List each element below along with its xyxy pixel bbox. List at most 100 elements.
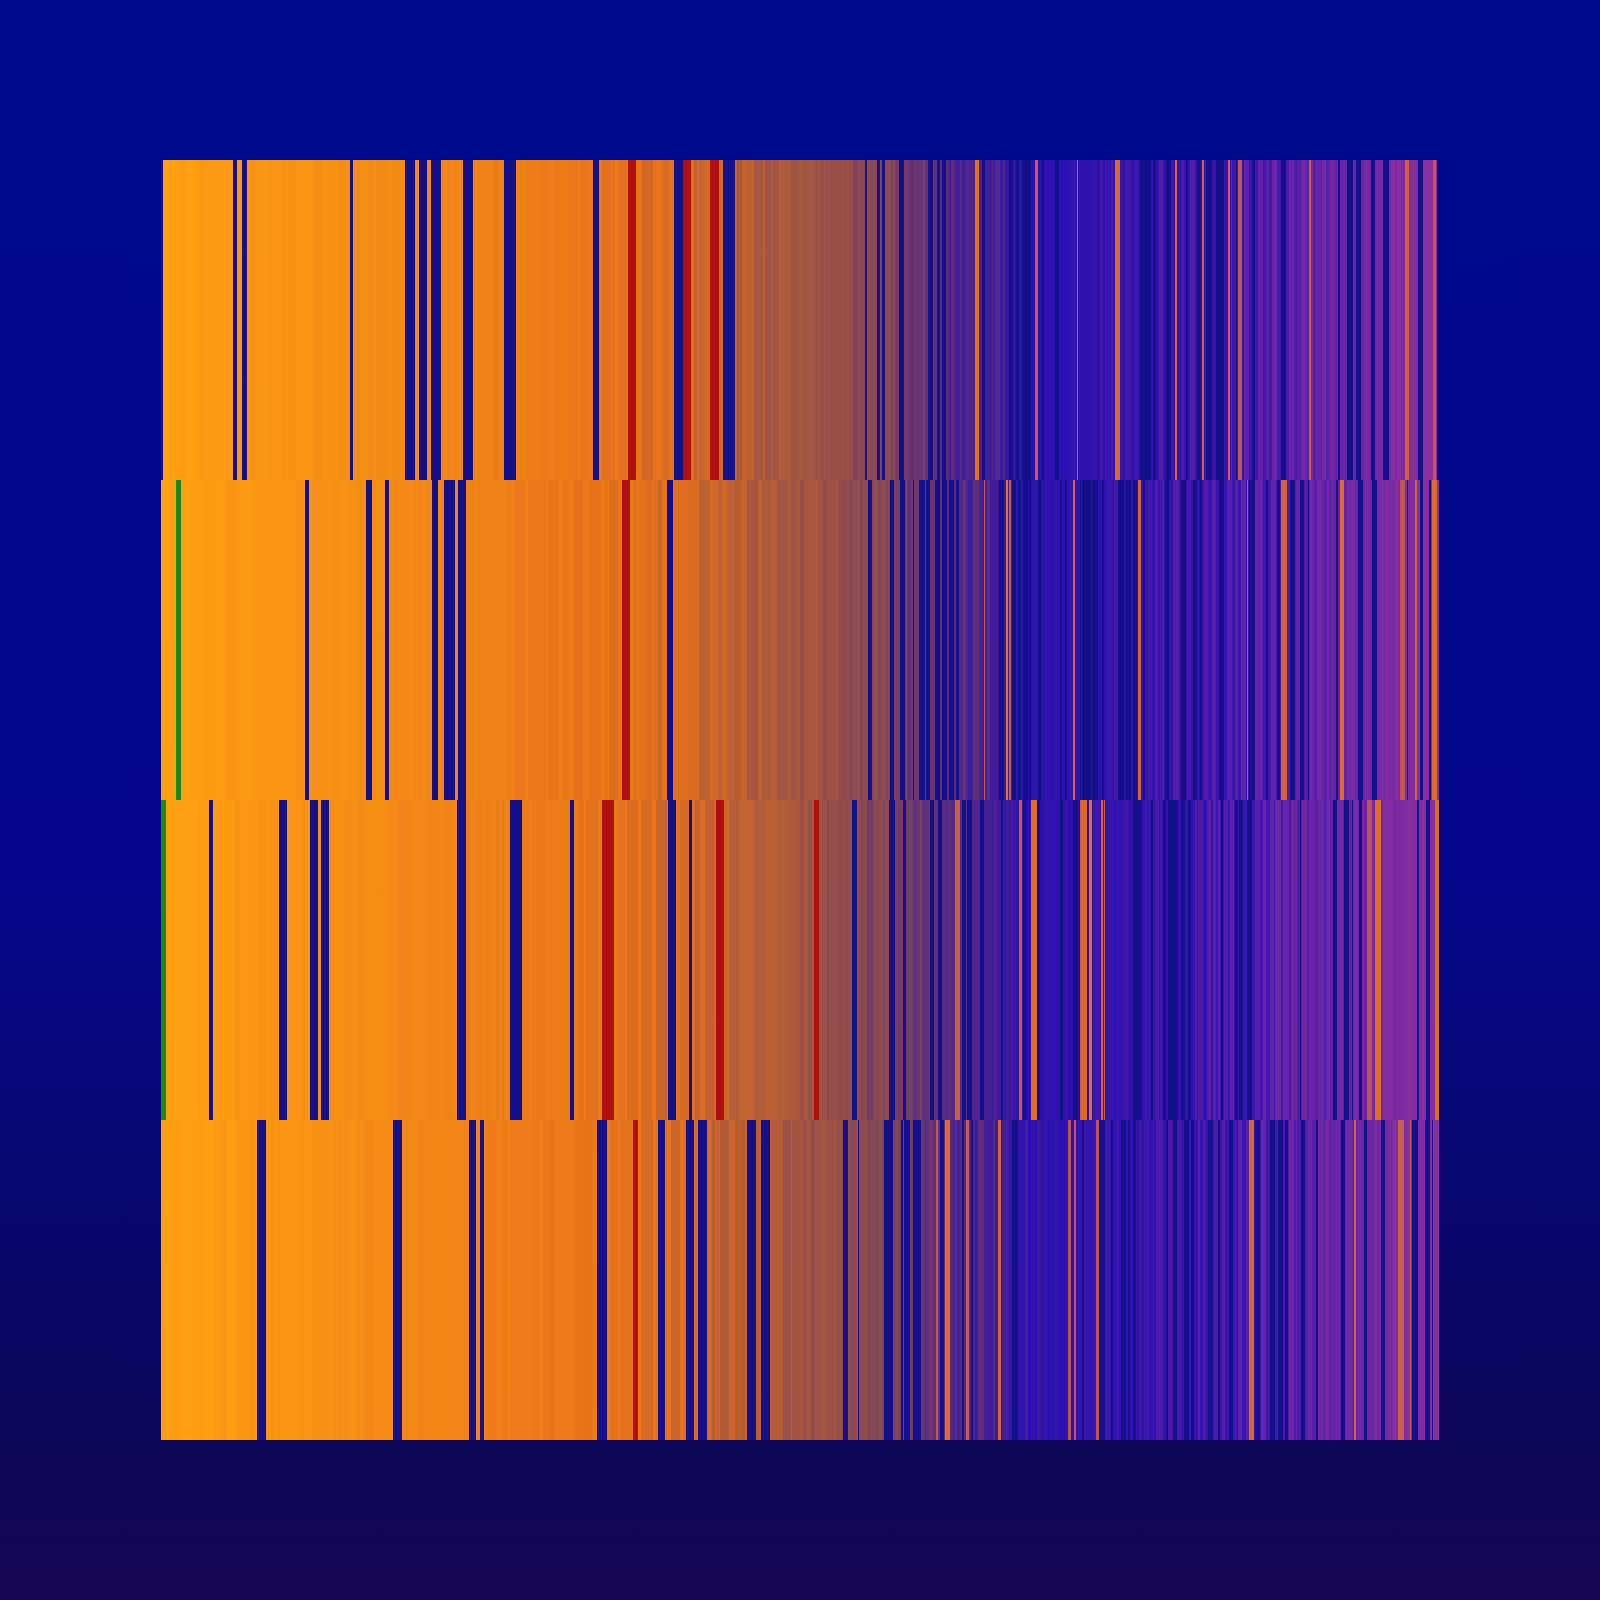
stripe bbox=[954, 160, 961, 480]
stripe bbox=[352, 1120, 355, 1440]
stripe bbox=[415, 800, 422, 1120]
stripe bbox=[835, 480, 839, 800]
stripe bbox=[1019, 800, 1023, 1120]
stripe bbox=[1174, 160, 1178, 480]
stripe bbox=[1252, 160, 1256, 480]
stripe bbox=[1012, 1120, 1019, 1440]
stripe bbox=[1145, 800, 1148, 1120]
stripe bbox=[803, 1120, 807, 1440]
stripe bbox=[1308, 1120, 1312, 1440]
stripe bbox=[429, 800, 441, 1120]
stripe bbox=[1101, 480, 1104, 800]
stripe bbox=[287, 160, 298, 480]
stripe bbox=[664, 160, 670, 480]
stripe bbox=[161, 1120, 172, 1440]
stripe bbox=[560, 1120, 572, 1440]
stripe bbox=[772, 160, 780, 480]
stripe bbox=[733, 480, 742, 800]
stripe bbox=[1370, 160, 1376, 480]
stripe bbox=[930, 800, 935, 1120]
stripe bbox=[443, 480, 455, 800]
stripe bbox=[1044, 480, 1051, 800]
stripe bbox=[1270, 480, 1277, 800]
stripe bbox=[712, 1120, 716, 1440]
stripe bbox=[1069, 800, 1071, 1120]
stripe bbox=[1023, 480, 1028, 800]
stripe bbox=[199, 160, 206, 480]
stripe bbox=[1180, 480, 1186, 800]
stripe bbox=[1235, 480, 1239, 800]
stripe bbox=[736, 160, 743, 480]
stripe bbox=[887, 480, 890, 800]
stripe bbox=[1090, 800, 1093, 1120]
stripe bbox=[698, 160, 706, 480]
stripe bbox=[1078, 800, 1080, 1120]
stripe bbox=[987, 160, 991, 480]
stripe bbox=[1310, 480, 1314, 800]
stripe bbox=[1147, 1120, 1149, 1440]
stripe bbox=[920, 800, 922, 1120]
stripe bbox=[569, 800, 574, 1120]
stripe bbox=[542, 1120, 548, 1440]
stripe bbox=[956, 480, 960, 800]
stripe bbox=[1114, 480, 1118, 800]
stripe bbox=[882, 160, 885, 480]
stripe bbox=[944, 1120, 950, 1440]
stripe bbox=[1315, 1120, 1318, 1440]
stripe bbox=[1277, 1120, 1284, 1440]
stripe bbox=[1418, 160, 1423, 480]
stripe bbox=[653, 480, 658, 800]
stripe bbox=[1309, 800, 1316, 1120]
stripe bbox=[1008, 160, 1013, 480]
stripe bbox=[574, 480, 584, 800]
stripe bbox=[301, 800, 306, 1120]
stripe bbox=[1300, 480, 1305, 800]
stripe bbox=[913, 800, 918, 1120]
stripe bbox=[1237, 1120, 1243, 1440]
stripe bbox=[866, 800, 873, 1120]
stripe bbox=[1266, 480, 1268, 800]
stripe bbox=[1235, 1120, 1237, 1440]
stripe bbox=[1054, 1120, 1058, 1440]
stripe bbox=[1044, 800, 1050, 1120]
stripe bbox=[281, 160, 286, 480]
stripe bbox=[1284, 1120, 1288, 1440]
stripe bbox=[1079, 480, 1082, 800]
stripe bbox=[492, 160, 499, 480]
stripe bbox=[241, 160, 248, 480]
stripe bbox=[562, 480, 569, 800]
stripe bbox=[1404, 160, 1409, 480]
stripe bbox=[1351, 800, 1354, 1120]
stripe bbox=[642, 160, 654, 480]
stripe bbox=[249, 800, 259, 1120]
stripe bbox=[1186, 160, 1188, 480]
stripe bbox=[1238, 160, 1242, 480]
stripe bbox=[822, 800, 827, 1120]
stripe bbox=[831, 800, 834, 1120]
stripe bbox=[1087, 160, 1091, 480]
stripe bbox=[477, 160, 488, 480]
stripe bbox=[961, 800, 967, 1120]
stripe bbox=[1370, 1120, 1373, 1440]
stripe bbox=[804, 800, 807, 1120]
stripe bbox=[653, 160, 660, 480]
stripe bbox=[894, 1120, 900, 1440]
stripe bbox=[658, 1120, 666, 1440]
stripe-band-3 bbox=[161, 800, 1439, 1120]
stripe bbox=[727, 480, 734, 800]
stripe bbox=[1261, 1120, 1267, 1440]
stripe bbox=[846, 160, 850, 480]
stripe bbox=[821, 1120, 826, 1440]
stripe bbox=[194, 480, 202, 800]
stripe bbox=[296, 480, 304, 800]
stripe bbox=[673, 160, 683, 480]
stripe bbox=[1218, 1120, 1220, 1440]
stripe bbox=[181, 480, 193, 800]
stripe bbox=[463, 160, 473, 480]
stripe bbox=[391, 480, 400, 800]
stripe bbox=[1307, 1120, 1309, 1440]
stripe bbox=[1028, 480, 1031, 800]
stripe bbox=[1133, 1120, 1137, 1440]
stripe bbox=[972, 480, 979, 800]
stripe bbox=[671, 1120, 680, 1440]
